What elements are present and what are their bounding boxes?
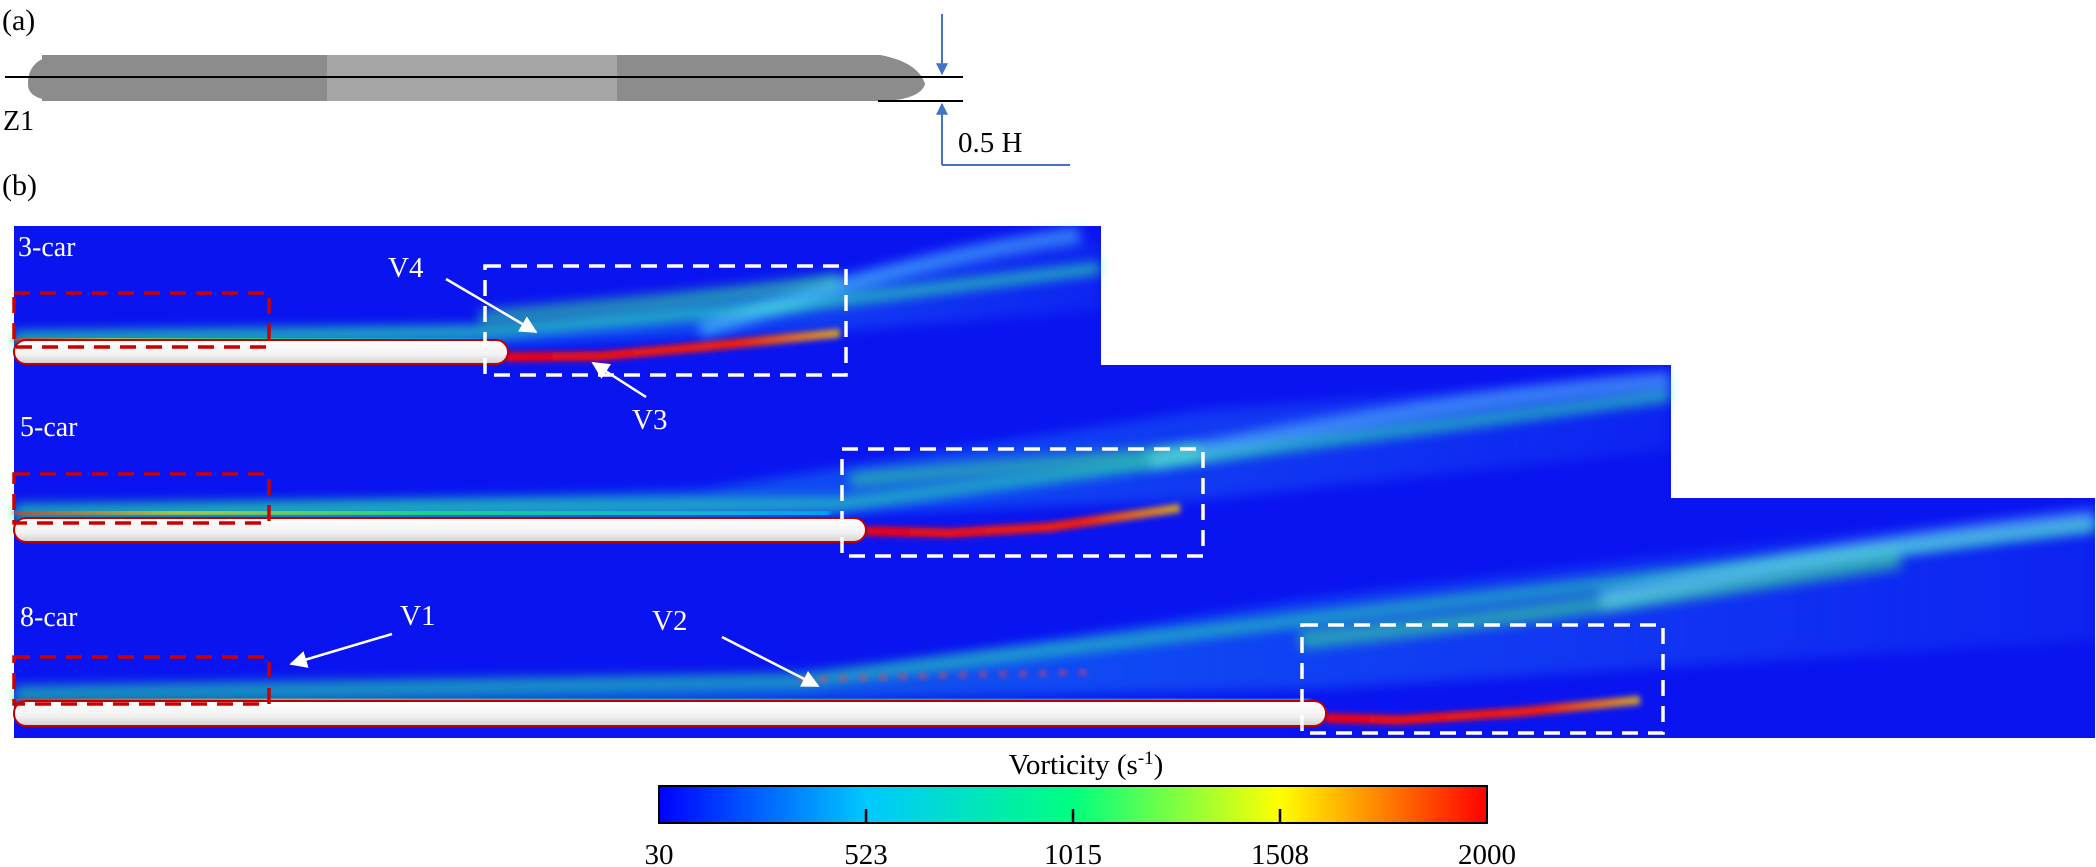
- case-label-3-car: 3-car: [18, 232, 76, 263]
- train-3-car: [13, 339, 509, 365]
- height-label: 0.5 H: [958, 127, 1023, 159]
- arrow-v3: [591, 361, 647, 399]
- wake-8-car: [13, 505, 2096, 725]
- arrow-v1: [289, 632, 393, 668]
- case-label-8-car: 8-car: [20, 602, 78, 633]
- colorbar-tick-label: 30: [645, 839, 674, 867]
- panel-a-label: (a): [2, 4, 35, 37]
- annotation-v1: V1: [400, 600, 435, 632]
- arrow-v2: [721, 635, 820, 688]
- white-dashed-box-8-car: [1300, 623, 1665, 735]
- colorbar-title: Vorticity (s-1): [1009, 748, 1164, 781]
- colorbar-tick-label: 1015: [1044, 839, 1102, 867]
- annotation-v3: V3: [632, 404, 667, 436]
- red-dashed-box-8-car: [12, 655, 271, 706]
- colorbar-ticks: 30 523 1015 1508 2000: [645, 809, 1516, 867]
- height-dimension: [936, 14, 1070, 166]
- colorbar-tick-label: 523: [844, 839, 888, 867]
- panel-b-label: (b): [2, 169, 37, 202]
- red-dashed-box-5-car: [12, 472, 271, 525]
- case-label-5-car: 5-car: [20, 412, 78, 443]
- colorbar-tick-label: 2000: [1458, 839, 1516, 867]
- train-8-car: [13, 700, 1327, 727]
- wake-5-car: [13, 371, 1671, 538]
- annotation-v4: V4: [388, 252, 424, 284]
- white-dashed-box-3-car: [483, 264, 848, 377]
- annotation-v2: V2: [652, 605, 687, 637]
- colorbar-tick-label: 1508: [1251, 839, 1309, 867]
- arrow-v4: [445, 277, 538, 334]
- section-label-z1: Z1: [3, 106, 34, 137]
